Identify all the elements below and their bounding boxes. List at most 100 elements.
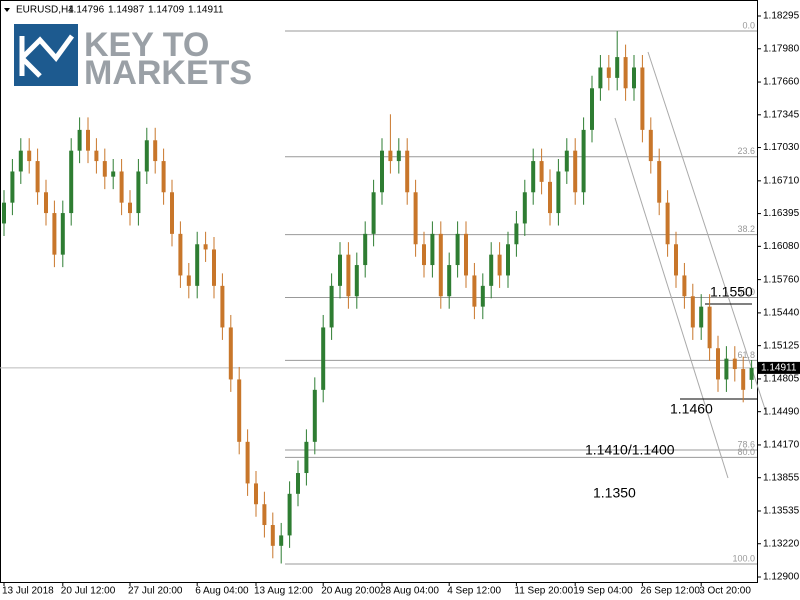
candle-body (548, 181, 552, 214)
candle-body (254, 483, 258, 505)
candle-body (346, 254, 351, 297)
candle-body (472, 275, 477, 307)
y-tick-label: 1.13220 (763, 538, 800, 549)
x-tick-label: 11 Sep 20:00 (514, 586, 573, 597)
logo-glyph (19, 34, 75, 78)
candle-body (262, 504, 267, 526)
candle-body (674, 244, 678, 276)
candle-body (86, 129, 90, 151)
candle-body (245, 441, 250, 484)
candle-body (153, 140, 158, 162)
candle-body (354, 265, 359, 297)
candle-body (77, 129, 82, 151)
candle-body (531, 161, 536, 193)
y-tick-label: 1.15125 (763, 340, 800, 351)
candle-body (338, 254, 342, 286)
candle-body (304, 441, 309, 474)
x-tick-label: 13 Aug 12:00 (254, 586, 313, 597)
candle-body (615, 57, 620, 78)
candle-body (732, 358, 737, 370)
candle-body (220, 285, 225, 328)
candle-body (573, 150, 578, 193)
candle-body (203, 244, 208, 250)
candle-body (111, 171, 116, 177)
y-tick-label: 1.14490 (763, 406, 800, 417)
x-tick-label: 3 Oct 20:00 (699, 586, 751, 597)
candle-body (665, 202, 670, 245)
candle-body (119, 171, 124, 203)
candle-body (447, 265, 452, 297)
candle-body (506, 244, 510, 276)
x-tick-label: 28 Aug 04:00 (380, 586, 439, 597)
candle-body (464, 233, 468, 276)
candle-body (438, 233, 443, 297)
candle-body (606, 67, 611, 78)
candle-body (228, 327, 233, 380)
candle-body (94, 150, 99, 162)
candle-body (270, 525, 275, 546)
x-tick-label: 27 Jul 20:00 (128, 586, 183, 597)
y-tick-label: 1.13535 (763, 506, 800, 517)
candle-body (581, 129, 586, 193)
y-tick-label: 1.14805 (763, 374, 800, 385)
candle-body (388, 150, 393, 162)
candle-body (707, 306, 712, 349)
ohlc-high: 1.14987 (108, 5, 145, 16)
y-tick-label: 1.17345 (763, 109, 800, 120)
candle-body (195, 244, 200, 286)
candle-body (556, 171, 561, 214)
channel-line (614, 117, 729, 479)
fib-label: 100.0 (732, 553, 755, 563)
candle-body (321, 327, 326, 390)
x-tick-label: 13 Jul 2018 (2, 586, 54, 597)
candle-body (170, 192, 174, 234)
candle-body (102, 161, 107, 177)
candle-body (741, 369, 746, 390)
candle-body (422, 244, 426, 266)
candle-body (10, 171, 15, 203)
ohlc-open: 1.14796 (68, 5, 105, 16)
candle-body (312, 389, 317, 442)
candle-body (60, 213, 65, 255)
annotation: 1.1460 (670, 401, 713, 417)
fib-label: 23.6 (737, 146, 755, 156)
candle-body (212, 249, 216, 286)
candle-body (522, 192, 527, 224)
candle-body (724, 358, 729, 380)
logo-text: MARKETS (84, 54, 252, 92)
candle-body (18, 150, 23, 172)
candle-body (690, 296, 695, 328)
plot-frame (0, 0, 758, 583)
candle-body (539, 161, 544, 182)
candle-body (27, 150, 32, 162)
ohlc-low: 1.14709 (148, 5, 185, 16)
y-tick-label: 1.18295 (763, 11, 800, 22)
candle-body (405, 150, 410, 193)
candle-body (363, 233, 368, 266)
fib-label: 50.0 (737, 287, 755, 297)
candle-body (632, 67, 636, 89)
candle-body (329, 285, 334, 328)
y-tick-label: 1.16395 (763, 208, 800, 219)
menu-arrow[interactable] (4, 8, 10, 12)
y-tick-label: 1.14170 (763, 440, 800, 451)
ohlc-close: 1.14911 (188, 5, 224, 16)
fib-label: 80.0 (737, 447, 755, 457)
candle-body (69, 150, 74, 214)
candle-body (52, 213, 57, 255)
candle-body (413, 192, 418, 245)
y-tick-label: 1.16080 (763, 241, 800, 252)
y-tick-label: 1.17030 (763, 142, 800, 153)
logo-text: KEY TO (84, 26, 209, 64)
price-tag (758, 361, 800, 374)
candle-body (497, 254, 502, 276)
fib-label: 38.2 (737, 224, 755, 234)
candle-body (480, 285, 485, 307)
annotation: 1.1550 (710, 284, 753, 300)
candle-body (371, 192, 376, 234)
candle-body (489, 254, 494, 286)
x-tick-label: 6 Aug 04:00 (195, 586, 249, 597)
y-tick-label: 1.12900 (763, 572, 800, 583)
candle-body (455, 233, 460, 266)
candle-body (749, 367, 754, 380)
